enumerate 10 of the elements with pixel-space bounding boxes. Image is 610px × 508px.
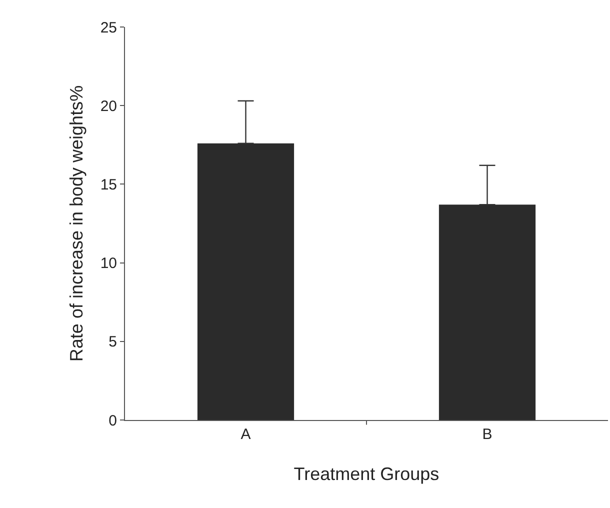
y-tick-label: 0 — [108, 412, 117, 430]
y-tick-label: 5 — [108, 334, 117, 351]
y-axis-title: Rate of increase in body weights% — [66, 85, 87, 362]
x-tick-label: B — [482, 426, 492, 443]
x-tick-label: A — [240, 426, 251, 443]
y-tick-label: 25 — [100, 19, 117, 36]
x-axis-title: Treatment Groups — [294, 464, 440, 484]
y-tick-label: 15 — [100, 176, 117, 194]
y-tick-label: 10 — [100, 255, 117, 272]
y-tick-label: 20 — [100, 98, 117, 115]
